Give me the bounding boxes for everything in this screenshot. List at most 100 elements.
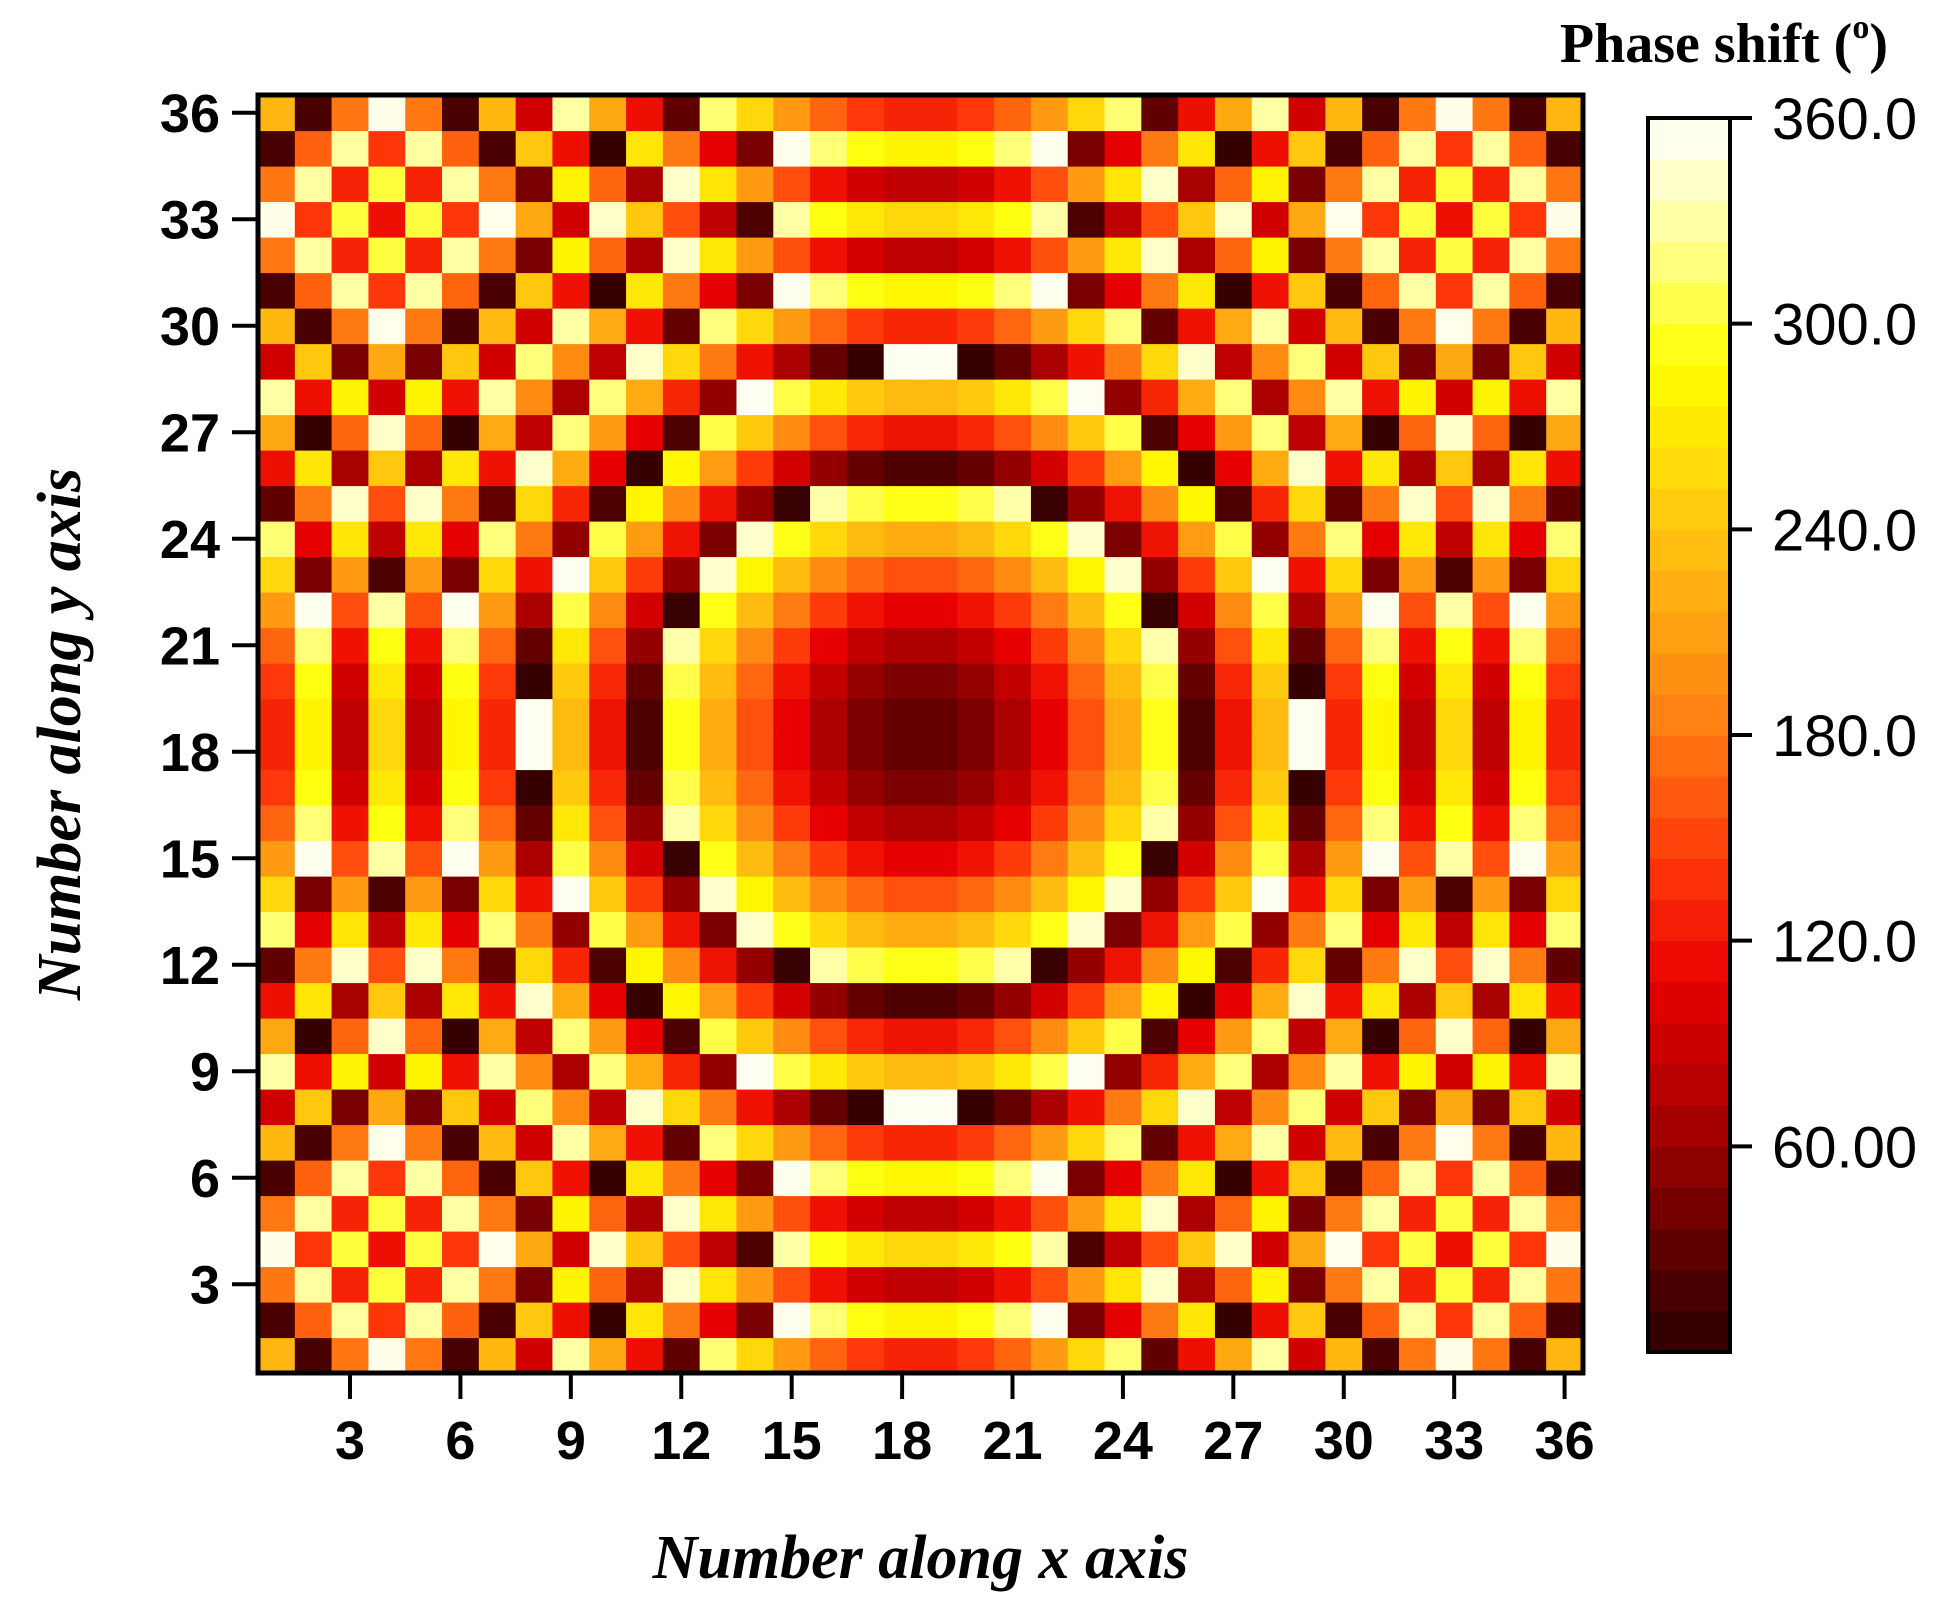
heatmap-cell — [1251, 308, 1290, 345]
heatmap-cell — [699, 95, 738, 132]
heatmap-cell — [331, 805, 370, 842]
heatmap-cell — [442, 627, 480, 664]
heatmap-cell — [736, 1160, 774, 1197]
heatmap-cell — [1178, 1337, 1216, 1374]
heatmap-cell — [846, 485, 885, 522]
heatmap-cell — [478, 734, 517, 771]
heatmap-cell — [1435, 1195, 1474, 1232]
heatmap-cell — [957, 308, 995, 345]
heatmap-cell — [1141, 521, 1179, 558]
heatmap-cell — [1325, 166, 1363, 203]
heatmap-cell — [1141, 308, 1179, 345]
heatmap-cell — [773, 201, 811, 238]
heatmap-cell — [957, 627, 995, 664]
heatmap-cell — [258, 272, 296, 309]
heatmap-cell — [1178, 840, 1216, 877]
heatmap-cell — [957, 698, 995, 735]
heatmap-cell — [1472, 1195, 1510, 1232]
heatmap-cell — [1435, 982, 1474, 1019]
x-tick-label: 9 — [556, 1411, 586, 1471]
heatmap-cell — [957, 450, 995, 487]
heatmap-cell — [662, 379, 701, 416]
heatmap-cell — [1288, 1089, 1326, 1126]
heatmap-cell — [442, 308, 480, 345]
heatmap-cell — [589, 982, 627, 1019]
heatmap-cell — [810, 1089, 848, 1126]
heatmap-cell — [1288, 663, 1326, 700]
heatmap-cell — [994, 947, 1032, 984]
heatmap-cell — [589, 343, 627, 380]
colorbar-swatch — [1648, 776, 1730, 818]
heatmap-cell — [994, 769, 1032, 806]
heatmap-cell — [258, 1302, 296, 1339]
heatmap-cell — [736, 1266, 774, 1303]
heatmap-cell — [1104, 911, 1142, 948]
heatmap-cell — [1214, 1018, 1253, 1055]
heatmap-cell — [810, 734, 848, 771]
heatmap-cell — [1104, 237, 1142, 274]
heatmap-cell — [1288, 308, 1326, 345]
heatmap-cell — [1067, 379, 1106, 416]
heatmap-cell — [405, 343, 443, 380]
heatmap-cell — [1141, 1337, 1179, 1374]
heatmap-cell — [994, 237, 1032, 274]
heatmap-cell — [258, 734, 296, 771]
heatmap-cell — [1398, 911, 1437, 948]
heatmap-cell — [1435, 1089, 1474, 1126]
heatmap-cell — [478, 1195, 517, 1232]
heatmap-cell — [1509, 1089, 1547, 1126]
heatmap-cell — [442, 876, 480, 913]
heatmap-cell — [920, 1089, 958, 1126]
heatmap-cell — [1104, 1124, 1142, 1161]
heatmap-cell — [368, 1231, 406, 1268]
heatmap-cell — [1362, 982, 1400, 1019]
heatmap-cell — [1178, 1089, 1216, 1126]
heatmap-cell — [846, 1195, 885, 1232]
heatmap-cell — [883, 1124, 922, 1161]
heatmap-cell — [957, 414, 995, 451]
heatmap-cell — [1251, 734, 1290, 771]
heatmap-cell — [994, 1089, 1032, 1126]
heatmap-cell — [515, 379, 554, 416]
heatmap-cell — [1509, 947, 1547, 984]
heatmap-cell — [957, 1337, 995, 1374]
heatmap-cell — [1178, 734, 1216, 771]
heatmap-cell — [1251, 1302, 1290, 1339]
heatmap-cell — [1067, 521, 1106, 558]
heatmap-cell — [920, 1195, 958, 1232]
colorbar-swatch — [1648, 1269, 1730, 1312]
heatmap-cell — [1362, 840, 1400, 877]
heatmap-cell — [994, 485, 1032, 522]
heatmap-cell — [258, 769, 296, 806]
heatmap-cell — [1251, 485, 1290, 522]
heatmap-cell — [773, 556, 811, 593]
heatmap-cell — [736, 805, 774, 842]
heatmap-cell — [1030, 1302, 1069, 1339]
heatmap-cell — [258, 911, 296, 948]
heatmap-cell — [810, 627, 848, 664]
heatmap-cell — [1362, 308, 1400, 345]
heatmap-cell — [258, 237, 296, 274]
heatmap-cell — [1141, 982, 1179, 1019]
heatmap-cell — [331, 1302, 370, 1339]
heatmap-cell — [552, 1302, 590, 1339]
heatmap-cell — [1251, 450, 1290, 487]
heatmap-cell — [810, 379, 848, 416]
heatmap-cell — [846, 272, 885, 309]
heatmap-cell — [552, 947, 590, 984]
heatmap-cell — [1472, 876, 1510, 913]
heatmap-cell — [368, 734, 406, 771]
heatmap-cell — [957, 663, 995, 700]
heatmap-cell — [1067, 911, 1106, 948]
heatmap-cell — [1472, 379, 1510, 416]
heatmap-cell — [1472, 947, 1510, 984]
heatmap-cell — [405, 876, 443, 913]
heatmap-cell — [994, 663, 1032, 700]
heatmap-cell — [1509, 1124, 1547, 1161]
heatmap-cell — [331, 1266, 370, 1303]
heatmap-cell — [294, 1337, 333, 1374]
heatmap-cell — [1251, 1018, 1290, 1055]
heatmap-cell — [1398, 130, 1437, 167]
heatmap-cell — [1251, 130, 1290, 167]
heatmap-cell — [405, 805, 443, 842]
